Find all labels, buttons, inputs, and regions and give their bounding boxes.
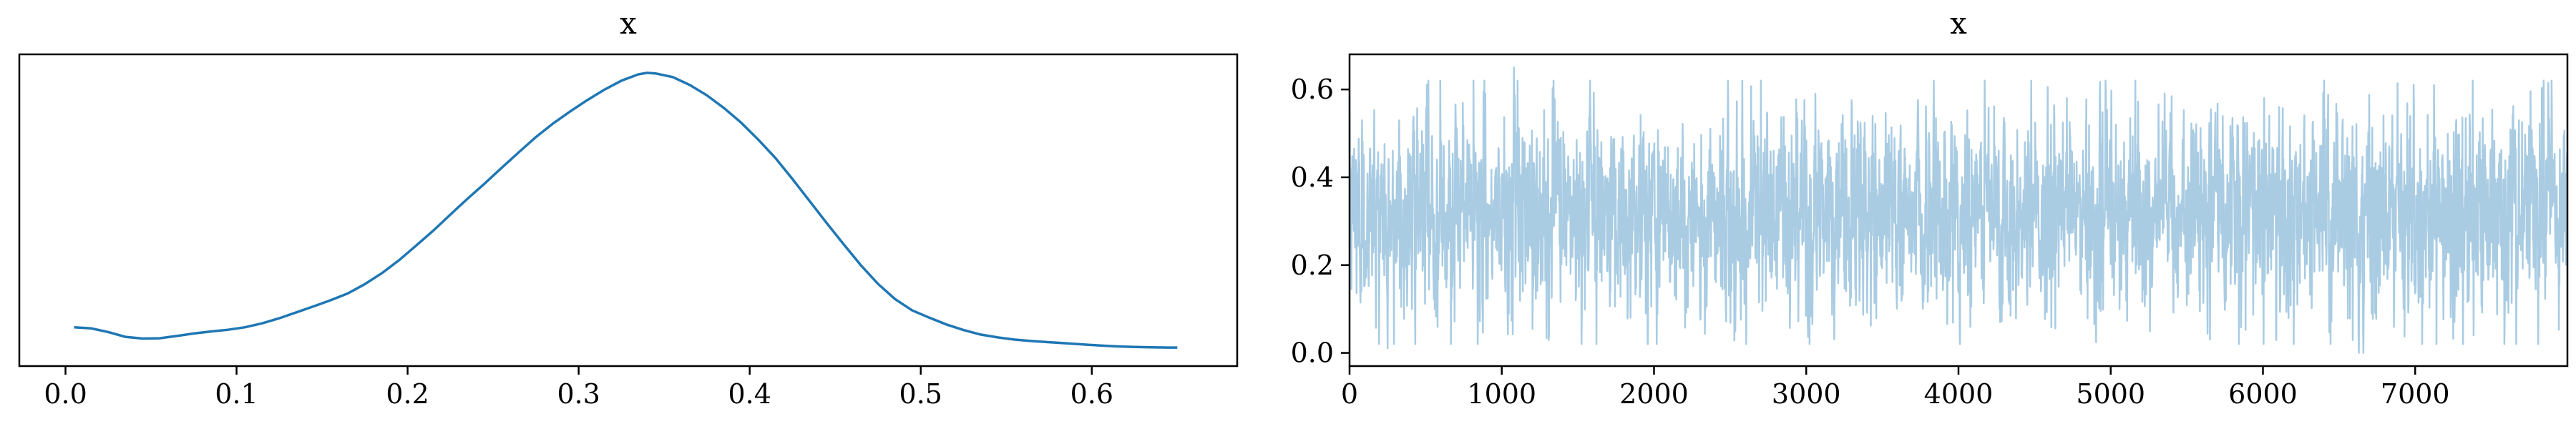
trace-x-ticks: 0 1000 2000 3000 4000 5000 6000 7000	[1341, 366, 2450, 410]
density-x-tick-label: 0.3	[557, 378, 600, 410]
density-axes-frame	[18, 53, 1239, 368]
density-curve	[74, 72, 1178, 349]
trace-x-tick-label: 7000	[2381, 378, 2450, 410]
density-panel: x 0.0 0.1 0.2 0.3 0.4 0.5 0.6	[18, 6, 1239, 410]
trace-x-tick-label: 0	[1341, 378, 1358, 410]
trace-y-tick-label: 0.6	[1291, 74, 1334, 105]
density-x-tick-label: 0.0	[44, 378, 87, 410]
density-x-tick-label: 0.4	[728, 378, 771, 410]
trace-y-tick-label: 0.4	[1291, 162, 1334, 193]
trace-x-tick-label: 1000	[1467, 378, 1536, 410]
trace-x-tick-label: 6000	[2228, 378, 2298, 410]
density-x-tick-label: 0.6	[1070, 378, 1113, 410]
density-plot-area	[74, 72, 1178, 349]
density-x-ticks: 0.0 0.1 0.2 0.3 0.4 0.5 0.6	[44, 366, 1113, 410]
trace-y-tick-label: 0.2	[1291, 250, 1334, 281]
trace-x-tick-label: 3000	[1772, 378, 1841, 410]
density-x-tick-label: 0.1	[215, 378, 258, 410]
density-title: x	[620, 6, 637, 41]
trace-series-line	[1348, 66, 2568, 354]
trace-y-tick-label: 0.0	[1291, 337, 1334, 369]
density-x-tick-label: 0.5	[899, 378, 942, 410]
trace-plot-area	[1348, 66, 2568, 354]
trace-y-ticks: 0.0 0.2 0.4 0.6	[1291, 74, 1350, 369]
trace-panel: x 0 1000 2000 3000 4000 5000 6000 7000 0.00.20.…	[1291, 6, 2569, 410]
trace-title: x	[1950, 6, 1967, 41]
trace-x-tick-label: 5000	[2076, 378, 2145, 410]
trace-x-tick-label: 2000	[1619, 378, 1689, 410]
trace-x-tick-label: 4000	[1924, 378, 1994, 410]
density-x-tick-label: 0.2	[386, 378, 429, 410]
